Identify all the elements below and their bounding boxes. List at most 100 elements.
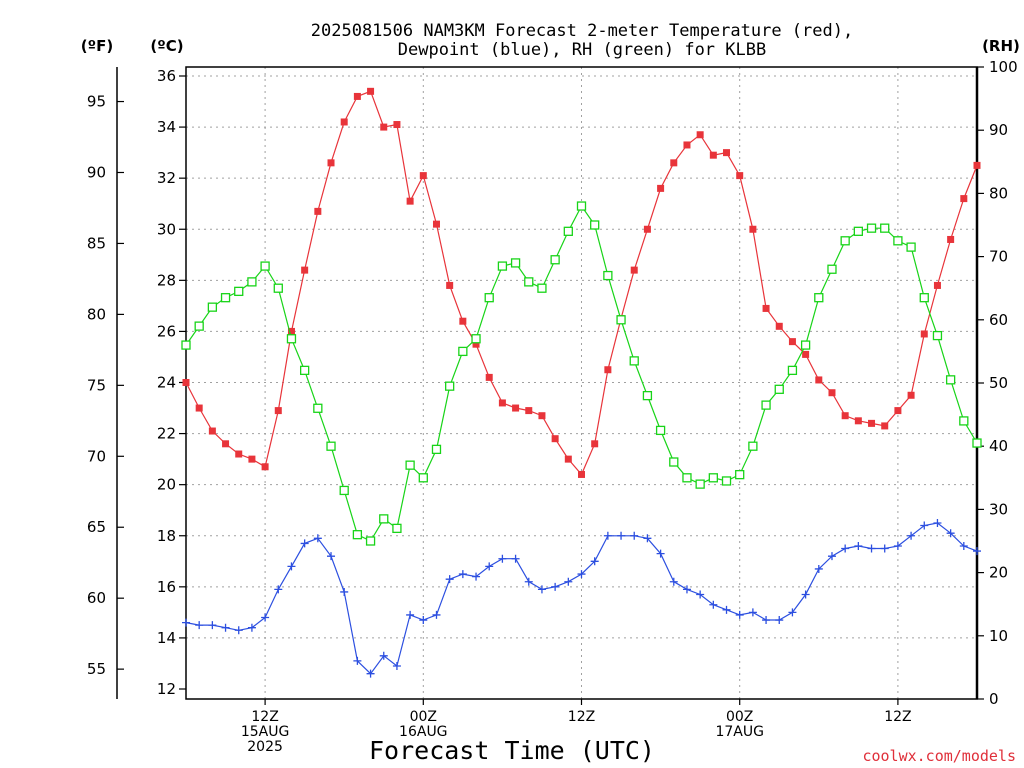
dewpoint-point — [432, 610, 441, 619]
rh-point — [510, 258, 521, 268]
rh-point — [880, 223, 890, 233]
dewpoint-point — [682, 585, 691, 594]
rh-point — [853, 226, 863, 236]
rh-point — [194, 321, 204, 331]
dewpoint-point — [379, 651, 388, 660]
temperature-point — [274, 407, 282, 415]
dewpoint-point — [788, 608, 797, 617]
dewpoint-point — [327, 552, 336, 561]
temperature-point — [749, 225, 757, 233]
rh-point — [972, 438, 982, 448]
dewpoint-point — [669, 577, 678, 586]
rh-point — [629, 356, 639, 366]
celsius-tick-label: 32 — [157, 169, 176, 187]
temperature-point — [538, 412, 546, 420]
temperature-point — [314, 207, 322, 215]
dewpoint-point — [524, 577, 533, 586]
dewpoint-point — [353, 656, 362, 665]
x-tick-label: 12Z — [568, 709, 595, 725]
rh-point — [471, 334, 481, 344]
dewpoint-point — [577, 570, 586, 579]
rh-point — [787, 365, 798, 376]
series-line-temperature — [185, 90, 978, 476]
dewpoint-point — [841, 544, 850, 553]
temperature-point — [723, 149, 731, 157]
temperature-point — [564, 455, 572, 463]
rh-point — [814, 293, 824, 303]
temperature-point — [933, 281, 941, 289]
rh-point — [682, 473, 692, 483]
rh-point — [392, 523, 402, 534]
rh-point — [774, 384, 784, 394]
temperature-point — [788, 338, 796, 346]
temperature-point — [578, 470, 585, 478]
temperature-point — [920, 330, 928, 338]
dewpoint-point — [722, 605, 731, 614]
grid-lines — [186, 67, 977, 699]
celsius-tick-label: 24 — [157, 374, 176, 392]
dewpoint-point — [643, 534, 652, 543]
rh-point — [379, 514, 389, 524]
x-tick-label: 2025 — [247, 739, 283, 755]
dewpoint-point — [907, 531, 916, 540]
rh-point — [431, 444, 442, 455]
rh-tick-label: 80 — [989, 184, 1008, 202]
celsius-tick-label: 12 — [157, 680, 176, 698]
dewpoint-point — [287, 562, 296, 571]
dewpoint-point — [564, 577, 573, 586]
celsius-tick-label: 20 — [157, 476, 176, 494]
data-series — [181, 87, 982, 678]
temperature-point — [485, 373, 493, 381]
temperature-point — [670, 159, 678, 167]
rh-tick-label: 100 — [989, 58, 1018, 76]
temperature-point — [432, 220, 440, 228]
dewpoint-point — [762, 616, 771, 625]
dewpoint-point — [656, 549, 665, 558]
dewpoint-point — [709, 600, 718, 609]
rh-point — [735, 469, 745, 480]
rh-tick-label: 40 — [989, 437, 1008, 455]
temperature-point — [894, 407, 902, 415]
temperature-point — [327, 159, 335, 167]
temperature-point — [182, 379, 190, 386]
dewpoint-point — [340, 587, 349, 596]
rh-tick-label: 60 — [989, 311, 1008, 329]
temperature-point — [446, 281, 454, 289]
rh-point — [418, 473, 428, 483]
dewpoint-point — [603, 531, 612, 540]
dewpoint-point — [498, 554, 507, 563]
temperature-point — [367, 87, 375, 95]
rh-point — [273, 283, 283, 293]
dewpoint-point — [973, 547, 981, 556]
dewpoint-point — [274, 585, 283, 594]
temperature-point — [762, 304, 770, 312]
rh-tick-label: 20 — [989, 564, 1008, 582]
rh-point — [800, 340, 811, 350]
rh-point — [590, 220, 600, 230]
temperature-point — [775, 322, 783, 330]
dewpoint-point — [247, 623, 256, 632]
rh-point — [959, 416, 969, 426]
dewpoint-point — [775, 616, 784, 625]
rh-point — [445, 381, 455, 391]
rh-point — [866, 223, 877, 233]
temperature-point — [208, 427, 216, 435]
temperature-point — [340, 118, 348, 126]
rh-point — [708, 473, 718, 483]
rh-point — [181, 340, 191, 350]
rh-point — [721, 476, 732, 486]
fahrenheit-tick-label: 65 — [87, 518, 106, 536]
temperature-point — [802, 350, 810, 358]
dewpoint-point — [959, 541, 968, 550]
rh-point — [537, 283, 547, 293]
dewpoint-point — [406, 610, 415, 619]
dewpoint-point — [867, 544, 876, 553]
dewpoint-point — [630, 531, 639, 540]
temperature-point — [406, 197, 414, 205]
x-tick-label: 12Z — [884, 709, 911, 725]
dewpoint-point — [551, 582, 560, 591]
temperature-point — [287, 327, 295, 335]
temperature-point — [419, 172, 427, 180]
rh-point — [906, 242, 916, 252]
